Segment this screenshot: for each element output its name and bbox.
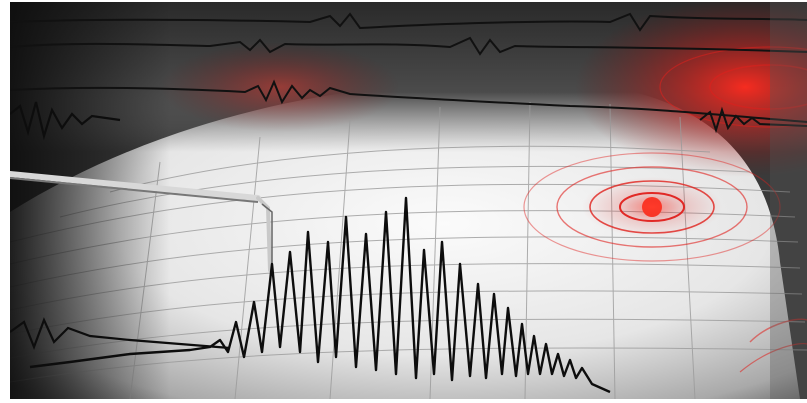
seismograph-illustration	[10, 2, 807, 399]
stylus-arm	[10, 171, 273, 272]
background-traces	[10, 12, 807, 134]
seismic-waveform	[29, 196, 611, 394]
seismograph-photo	[10, 2, 807, 399]
